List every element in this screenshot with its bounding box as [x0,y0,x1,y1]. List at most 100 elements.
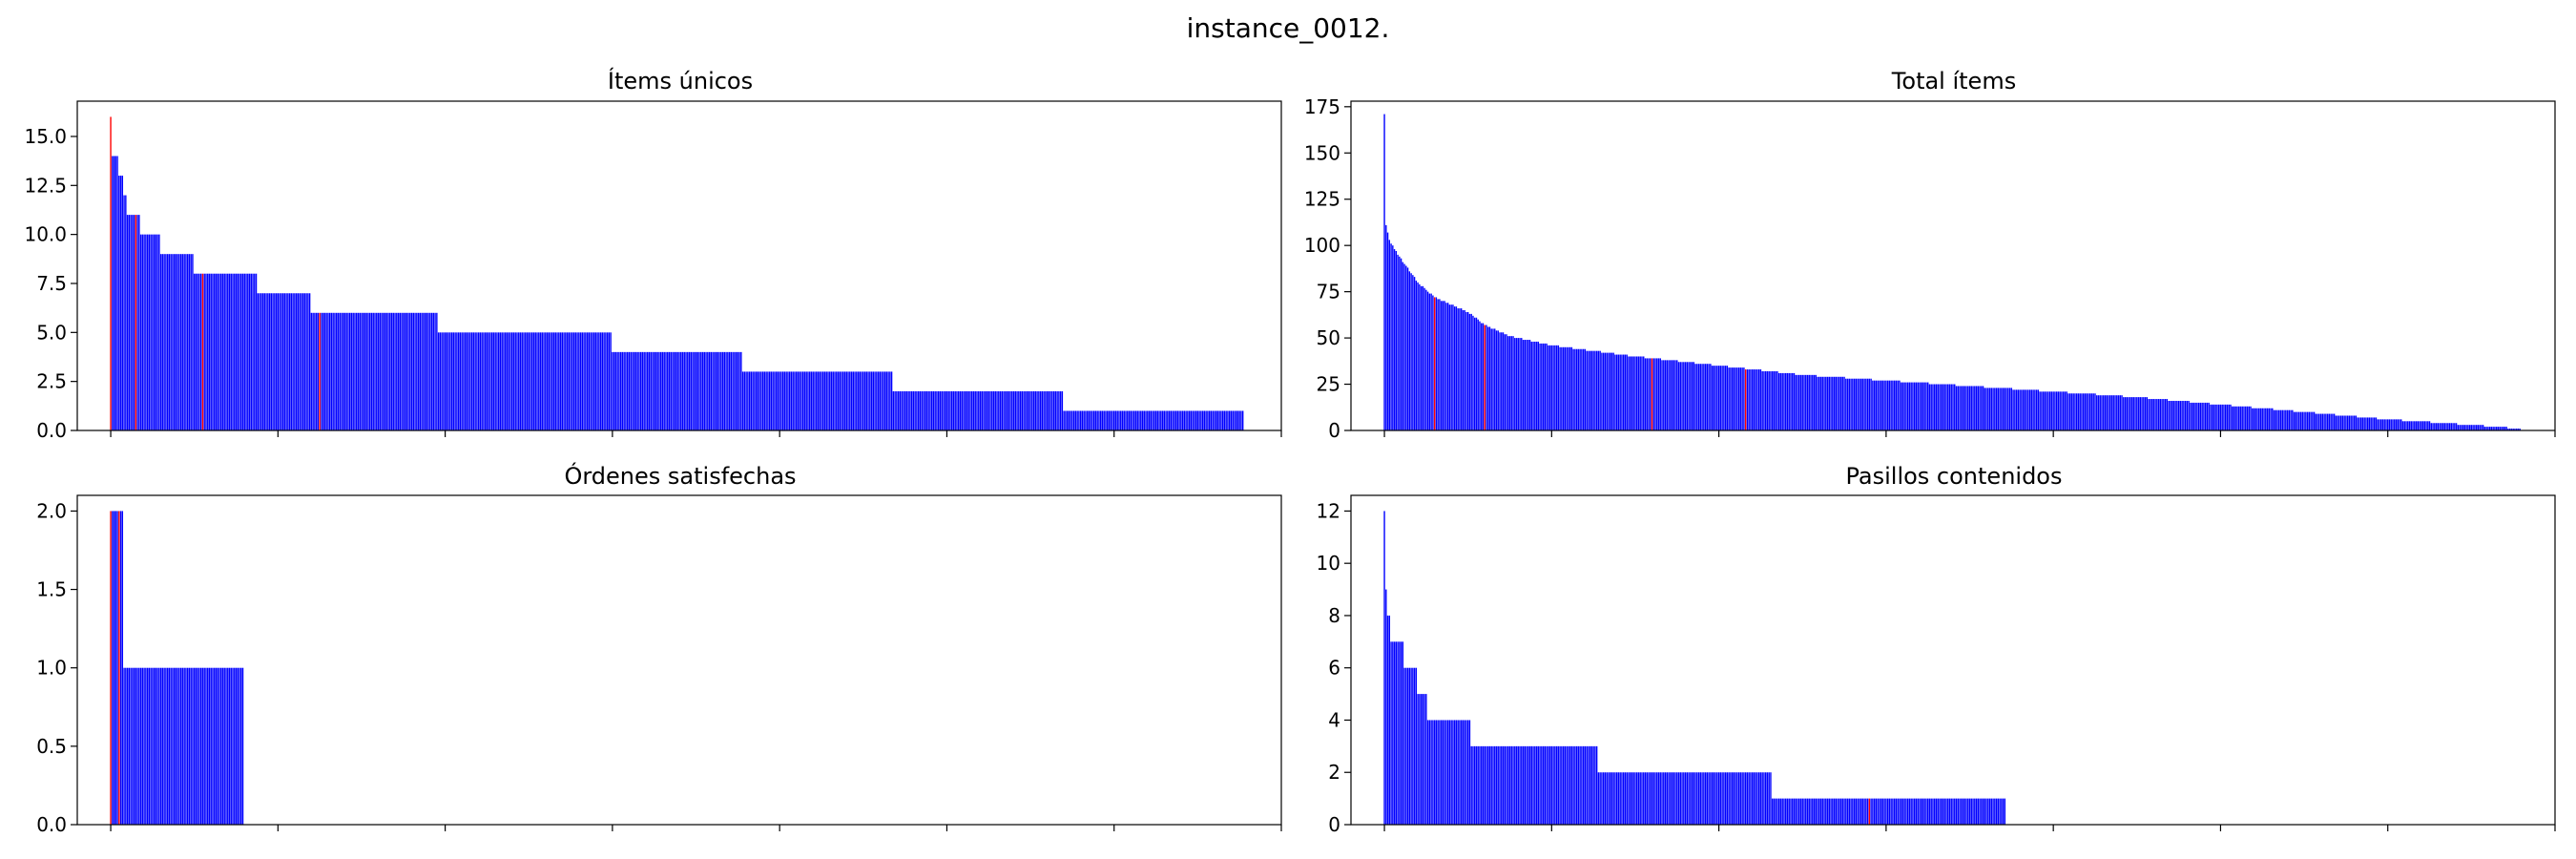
bar [636,351,638,430]
bar [1880,798,1882,825]
bar [2321,413,2324,430]
bar [1198,410,1200,430]
bar [1519,338,1521,430]
bar [2092,393,2094,430]
bar [2299,411,2302,430]
bar [197,273,198,430]
bar [1866,378,1869,430]
bar [2076,393,2078,430]
bar [2353,415,2356,430]
bar [1539,745,1541,825]
bar [2296,411,2298,430]
bar [1803,798,1805,825]
bar [599,332,602,430]
bar [1470,745,1472,825]
bar [374,312,376,430]
bar [2089,393,2091,430]
bar [1214,410,1215,430]
bar [865,371,868,430]
bar [1893,380,1896,430]
bar [1153,410,1155,430]
bar [1522,340,1525,430]
bar [1238,410,1240,430]
bar [1515,338,1518,430]
bar [2292,409,2294,430]
bar [608,332,611,430]
bar [218,273,220,430]
bar [1751,369,1754,430]
bar [2352,415,2354,430]
bar [1835,376,1837,430]
bar [1058,390,1060,430]
bar [1819,798,1822,825]
bar [1439,720,1441,825]
bar [1114,410,1117,430]
bar [2176,400,2178,430]
bar [2419,421,2420,430]
bar [384,312,386,430]
bar [230,667,232,825]
bar [1947,384,1949,430]
bar [1701,364,1703,430]
bar [1054,390,1057,430]
bar [1656,358,1658,430]
highlighted-bar [110,511,112,825]
bar [1934,384,1936,430]
bar [670,351,672,430]
bar [1570,745,1573,825]
bar [2310,411,2312,430]
bar [2161,399,2163,430]
bar [1830,376,1832,430]
bar [128,667,131,825]
y-tick-label: 1.5 [36,578,67,601]
bar [2014,389,2016,430]
bar [287,293,289,430]
highlighted-bar [1433,297,1436,430]
bar [436,312,438,430]
bar [1883,380,1885,430]
bar [212,273,214,430]
bar [1405,265,1407,430]
bar [1663,360,1665,430]
bar [1234,410,1236,430]
bar [2450,423,2453,430]
bar [2359,417,2362,430]
bar [1959,386,1961,430]
bar [1103,410,1105,430]
bar [1440,301,1443,430]
bar [1706,772,1709,825]
bar [572,332,575,430]
bar [2357,417,2358,430]
bar [1648,772,1650,825]
bar [1711,366,1714,430]
bar [1781,798,1783,825]
bar [1748,369,1750,430]
bar [133,215,135,430]
bar [1841,376,1844,430]
bar [2427,421,2429,430]
bar [523,332,525,430]
bar [1559,346,1561,430]
subplot-title: Órdenes satisfechas [564,461,796,490]
bar [1799,374,1802,430]
bar [732,351,734,430]
bar [1610,772,1613,825]
bar [376,312,378,430]
bar [830,371,833,430]
bar [2156,399,2158,430]
bar [173,254,176,430]
bar [294,293,296,430]
bar [790,371,793,430]
bar [1706,364,1709,430]
bar [1446,720,1449,825]
bar [837,371,840,430]
bar [148,234,151,430]
bar [205,273,207,430]
bar [1392,245,1394,430]
bar [2146,397,2149,430]
bar [2259,408,2262,430]
bar [606,332,609,430]
bar [780,371,782,430]
bar [341,312,343,430]
bar [2025,389,2027,430]
